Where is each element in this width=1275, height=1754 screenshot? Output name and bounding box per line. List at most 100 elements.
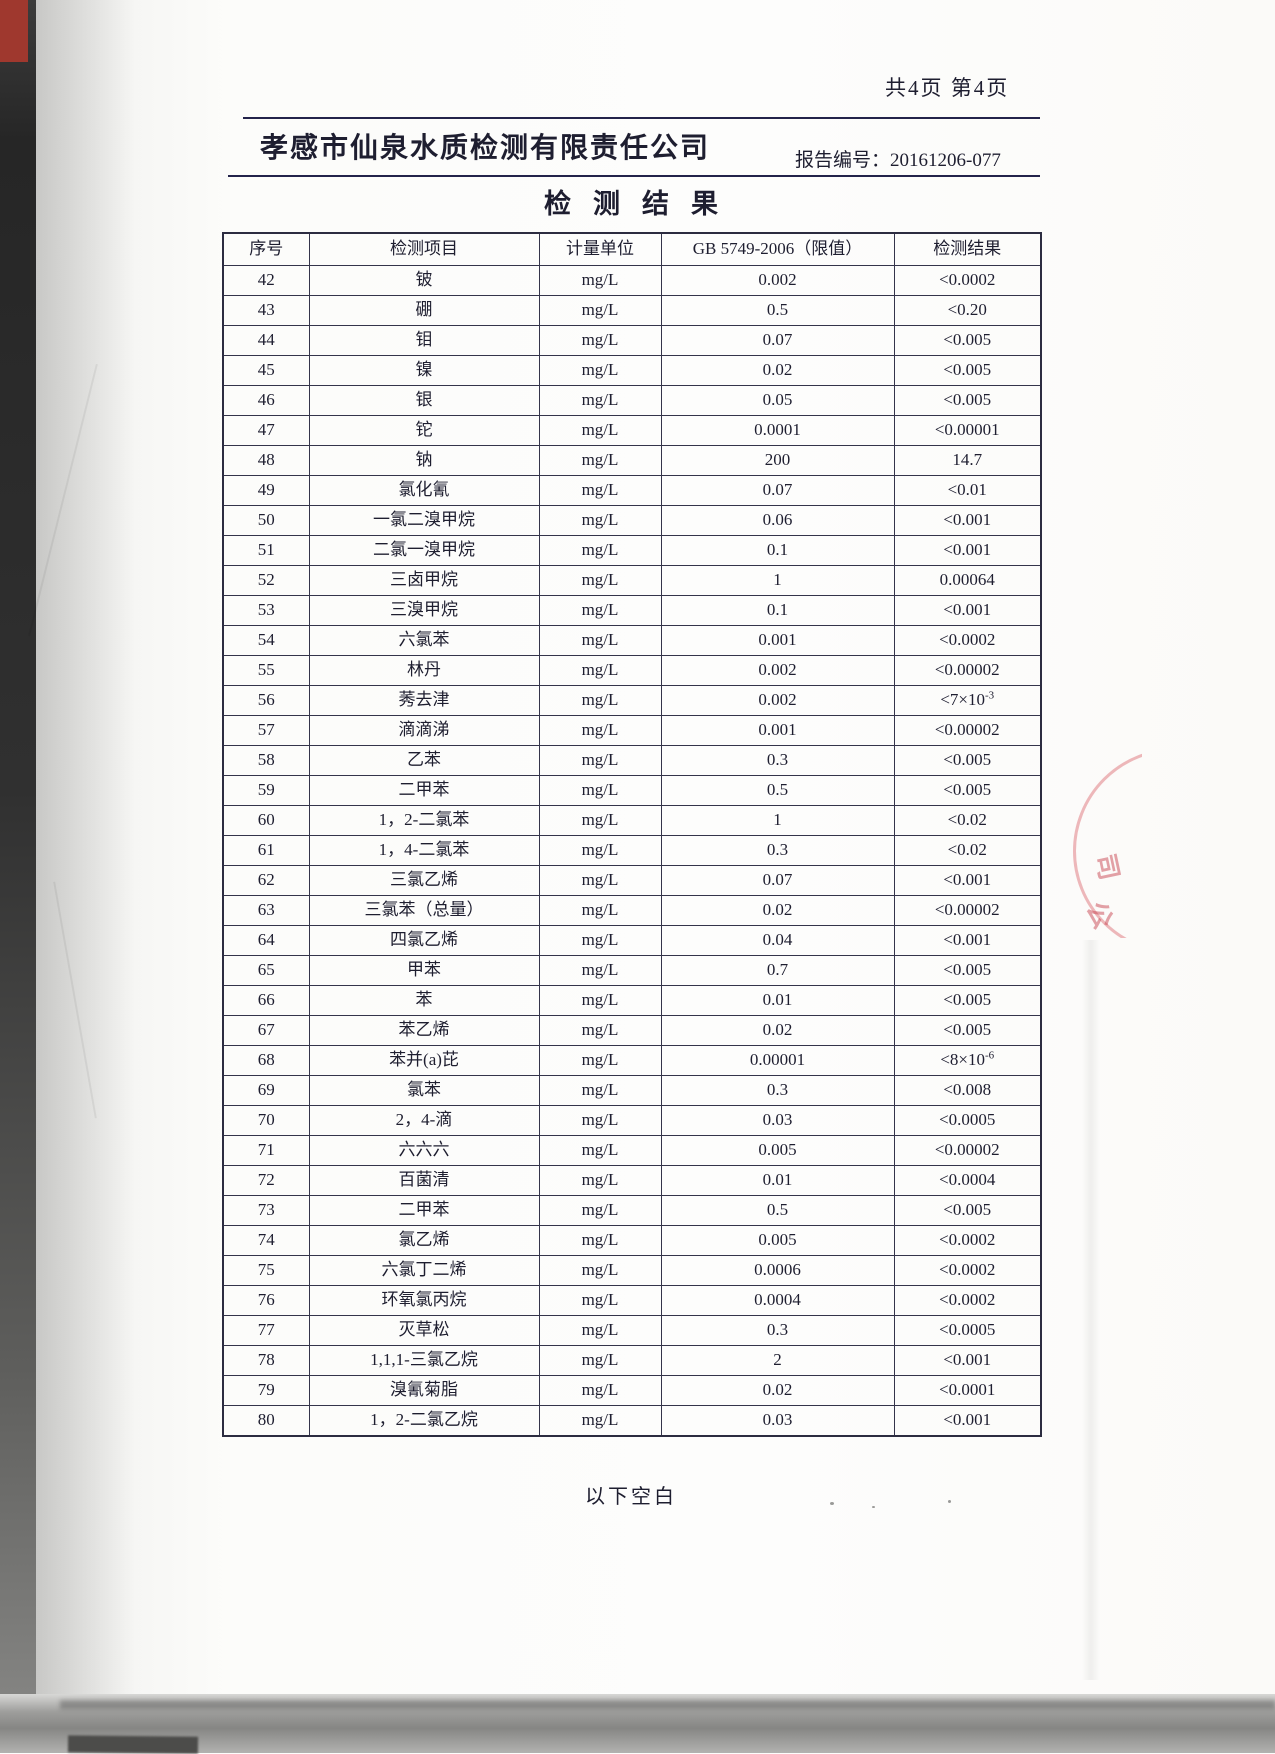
unit-cell: mg/L [538, 595, 662, 626]
serial-cell: 44 [222, 325, 310, 356]
limit-cell: 0.7 [660, 955, 895, 986]
table-row: 76 环氧氯丙烷 mg/L 0.0004 <0.0002 [222, 1285, 1042, 1316]
item-cell: 灭草松 [308, 1315, 540, 1346]
unit-cell: mg/L [538, 385, 662, 416]
result-value: <0.005 [943, 390, 992, 410]
result-cell: <0.005 [893, 955, 1042, 986]
item-cell: 三氯苯（总量） [308, 895, 540, 926]
item-cell: 苯 [308, 985, 540, 1016]
scan-edge-fade [36, 0, 136, 1753]
table-row: 69 氯苯 mg/L 0.3 <0.008 [222, 1075, 1042, 1106]
result-cell: <0.001 [893, 595, 1042, 626]
item-cell: 滴滴涕 [308, 715, 540, 746]
serial-cell: 76 [222, 1285, 310, 1316]
result-cell: <0.02 [893, 805, 1042, 836]
unit-cell: mg/L [538, 1405, 662, 1437]
result-cell: <0.00002 [893, 715, 1042, 746]
header-limit: GB 5749-2006（限值） [660, 232, 895, 266]
serial-cell: 77 [222, 1315, 310, 1346]
result-exponent: -6 [985, 1049, 995, 1062]
item-cell: 1，4-二氯苯 [308, 835, 540, 866]
result-cell: <0.005 [893, 775, 1042, 806]
item-cell: 百菌清 [308, 1165, 540, 1196]
table-row: 60 1，2-二氯苯 mg/L 1 <0.02 [222, 805, 1042, 836]
limit-cell: 0.07 [660, 865, 895, 896]
limit-cell: 0.02 [660, 1375, 895, 1406]
item-cell: 溴氰菊脂 [308, 1375, 540, 1406]
item-cell: 甲苯 [308, 955, 540, 986]
result-value: <0.001 [943, 1410, 992, 1430]
table-row: 70 2，4-滴 mg/L 0.03 <0.0005 [222, 1105, 1042, 1136]
unit-cell: mg/L [538, 1015, 662, 1046]
limit-cell: 0.0004 [660, 1285, 895, 1316]
report-number: 报告编号：20161206-077 [795, 145, 1001, 172]
report-number-value: 20161206-077 [890, 150, 1001, 171]
serial-cell: 45 [222, 355, 310, 386]
result-cell: 0.00064 [893, 565, 1042, 596]
unit-cell: mg/L [538, 1195, 662, 1226]
result-value: <0.00002 [934, 720, 1000, 740]
scan-speck [830, 1502, 834, 1505]
table-row: 62 三氯乙烯 mg/L 0.07 <0.001 [222, 865, 1042, 896]
unit-cell: mg/L [538, 1315, 662, 1346]
result-value: <0.001 [943, 930, 992, 950]
scan-bottom-streak [60, 1700, 1275, 1709]
item-cell: 二甲苯 [308, 1195, 540, 1226]
table-row: 45 镍 mg/L 0.02 <0.005 [222, 355, 1042, 386]
scan-edge-band [0, 0, 36, 1753]
item-cell: 三氯乙烯 [308, 865, 540, 896]
table-row: 59 二甲苯 mg/L 0.5 <0.005 [222, 775, 1042, 806]
result-value: <0.02 [947, 840, 987, 860]
scan-speck [948, 1500, 951, 1503]
result-value: <0.005 [943, 960, 992, 980]
scan-speck [872, 1506, 875, 1508]
item-cell: 四氯乙烯 [308, 925, 540, 956]
table-row: 66 苯 mg/L 0.01 <0.005 [222, 985, 1042, 1016]
result-cell: 14.7 [893, 445, 1042, 476]
limit-cell: 0.5 [660, 295, 895, 326]
serial-cell: 73 [222, 1195, 310, 1226]
table-row: 79 溴氰菊脂 mg/L 0.02 <0.0001 [222, 1375, 1042, 1406]
limit-cell: 0.07 [660, 325, 895, 356]
result-cell: <8×10-6 [893, 1045, 1042, 1076]
result-value: <0.001 [943, 1350, 992, 1370]
result-value: <0.001 [943, 510, 992, 530]
result-value: <0.00002 [934, 900, 1000, 920]
unit-cell: mg/L [538, 625, 662, 656]
item-cell: 钠 [308, 445, 540, 476]
unit-cell: mg/L [538, 1375, 662, 1406]
results-table-body: 42 铍 mg/L 0.002 <0.0002 43 硼 mg/L 0.5 <0… [222, 265, 1042, 1437]
table-row: 51 二氯一溴甲烷 mg/L 0.1 <0.001 [222, 535, 1042, 566]
item-cell: 铍 [308, 265, 540, 296]
limit-cell: 0.002 [660, 265, 895, 296]
result-value: <0.005 [943, 750, 992, 770]
item-cell: 1，2-二氯苯 [308, 805, 540, 836]
header-item: 检测项目 [308, 232, 540, 266]
result-value: <0.00001 [934, 420, 1000, 440]
item-cell: 2，4-滴 [308, 1105, 540, 1136]
result-cell: <0.001 [893, 535, 1042, 566]
table-row: 71 六六六 mg/L 0.005 <0.00002 [222, 1135, 1042, 1166]
limit-cell: 1 [660, 565, 895, 596]
limit-cell: 0.00001 [660, 1045, 895, 1076]
result-value: <0.02 [947, 810, 987, 830]
limit-cell: 0.05 [660, 385, 895, 416]
table-row: 61 1，4-二氯苯 mg/L 0.3 <0.02 [222, 835, 1042, 866]
table-row: 50 一氯二溴甲烷 mg/L 0.06 <0.001 [222, 505, 1042, 536]
unit-cell: mg/L [538, 265, 662, 296]
serial-cell: 51 [222, 535, 310, 566]
unit-cell: mg/L [538, 325, 662, 356]
table-row: 47 铊 mg/L 0.0001 <0.00001 [222, 415, 1042, 446]
table-row: 65 甲苯 mg/L 0.7 <0.005 [222, 955, 1042, 986]
result-value: <0.0002 [939, 1230, 996, 1250]
limit-cell: 0.001 [660, 625, 895, 656]
limit-cell: 0.005 [660, 1135, 895, 1166]
result-cell: <0.0002 [893, 1255, 1042, 1286]
serial-cell: 71 [222, 1135, 310, 1166]
result-exponent: -3 [985, 689, 995, 702]
result-cell: <0.0001 [893, 1375, 1042, 1406]
header-divider-top [243, 117, 1040, 119]
serial-cell: 47 [222, 415, 310, 446]
unit-cell: mg/L [538, 775, 662, 806]
item-cell: 二氯一溴甲烷 [308, 535, 540, 566]
